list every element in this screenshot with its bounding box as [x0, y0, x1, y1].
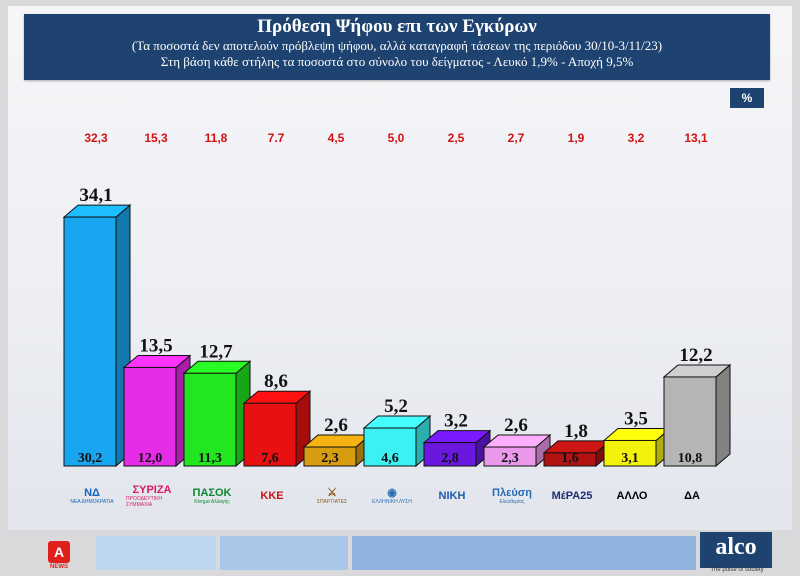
bar-base-label: 2,8: [441, 451, 459, 466]
bar-side: [715, 363, 731, 468]
party-logo-text: ΣΥΡΙΖΑ: [132, 484, 172, 496]
chart-subtitle-base: Στη βάση κάθε στήλης τα ποσοστά στο σύνο…: [160, 54, 634, 69]
previous-value-label: 3,2: [628, 131, 645, 145]
party-logo-text: ΝΙΚΗ: [438, 490, 466, 502]
party-logo-subtext: Ελευθερίας: [499, 499, 525, 505]
party-logo-text: ΝΔ: [84, 487, 100, 499]
party-logo-text: ΜέΡΑ25: [551, 490, 593, 502]
party-logo: Πλεύση Ελευθερίας: [486, 478, 538, 514]
chart-header: Πρόθεση Ψήφου επι των Εγκύρων (Τα ποσοστ…: [24, 14, 770, 80]
bar-base-label: 1,6: [561, 451, 579, 466]
party-logo: ΝΙΚΗ: [426, 478, 478, 514]
party-logo-text: ΚΚΕ: [260, 490, 284, 502]
footer-segment: [96, 536, 216, 570]
party-logo-subtext: ΝΕΑ ΔΗΜΟΚΡΑΤΙΑ: [70, 499, 114, 505]
bar: [603, 439, 657, 467]
previous-value-label: 7.7: [268, 131, 285, 145]
channel-sub: NEWS: [50, 563, 68, 570]
bar: [483, 446, 537, 467]
party-logo-text: ◉: [387, 487, 397, 499]
bar-value-label: 12,7: [199, 341, 233, 362]
bar: [363, 427, 417, 467]
bar-base-label: 3,1: [621, 451, 639, 466]
bar: [123, 366, 177, 467]
party-logo-text: Πλεύση: [492, 487, 532, 499]
party-logo: ΝΔ ΝΕΑ ΔΗΜΟΚΡΑΤΙΑ: [66, 478, 118, 514]
alco-logo: alco: [700, 532, 772, 568]
bar: [543, 452, 597, 467]
bar-value-label: 8,6: [264, 371, 288, 392]
chart-subtitle-period: (Τα ποσοστά δεν αποτελούν πρόβλεψη ψήφου…: [131, 38, 663, 53]
bar-value-label: 3,5: [624, 408, 648, 429]
chart-title: Πρόθεση Ψήφου επι των Εγκύρων: [257, 16, 537, 37]
party-logo: ◉ ΕΛΛΗΝΙΚΗ ΛΥΣΗ: [366, 478, 418, 514]
bar-value-label: 2,6: [324, 415, 348, 436]
party-logo: ΜέΡΑ25: [546, 478, 598, 514]
bar-value-label: 3,2: [444, 411, 468, 432]
party-logo-subtext: ΠΡΟΟΔΕΥΤΙΚΗ ΣΥΜΜΑΧΙΑ: [126, 496, 163, 508]
previous-value-label: 11,8: [205, 131, 228, 145]
party-logo: ΔΑ: [666, 478, 718, 514]
bar-value-label: 2,6: [504, 415, 528, 436]
channel-mark: Α: [48, 540, 70, 563]
unit-badge: %: [730, 88, 764, 108]
bar-base-label: 2,3: [321, 451, 339, 466]
party-logo-subtext: ΣΠΑΡΤΙΑΤΕΣ: [316, 499, 348, 505]
party-logo: ΣΥΡΙΖΑ ΠΡΟΟΔΕΥΤΙΚΗ ΣΥΜΜΑΧΙΑ: [126, 478, 178, 514]
bar: [663, 376, 717, 467]
bar-value-label: 1,8: [564, 421, 588, 442]
party-logo-subtext: Κίνημα Αλλαγής: [194, 499, 230, 505]
previous-value-label: 5,0: [388, 131, 405, 145]
bar-base-label: 4,6: [381, 451, 399, 466]
party-logo-text: ΔΑ: [684, 490, 700, 502]
previous-value-label: 32,3: [84, 131, 108, 145]
footer-bar: [0, 530, 800, 576]
party-logo-text: ΠΑΣΟΚ: [192, 487, 232, 499]
party-logo-subtext: ΕΛΛΗΝΙΚΗ ΛΥΣΗ: [372, 499, 412, 505]
previous-value-label: 4,5: [328, 131, 345, 145]
bar-value-label: 13,5: [139, 335, 172, 356]
party-logo-text: ΑΛΛΟ: [616, 490, 648, 502]
footer-segment: [220, 536, 348, 570]
party-logo-text: ⚔: [327, 487, 337, 499]
bar: [303, 446, 357, 467]
bar-value-label: 5,2: [384, 396, 408, 417]
news-channel-logo: Α NEWS: [32, 538, 86, 572]
bar-value-label: 34,1: [79, 185, 112, 206]
previous-value-label: 15,3: [144, 131, 168, 145]
bar: [183, 372, 237, 467]
bar-base-label: 7,6: [261, 451, 279, 466]
bar-base-label: 2,3: [501, 451, 519, 466]
party-logo: ΠΑΣΟΚ Κίνημα Αλλαγής: [186, 478, 238, 514]
previous-value-label: 13,1: [684, 131, 708, 145]
bar-base-label: 11,3: [198, 451, 222, 466]
footer-segment: [352, 536, 696, 570]
bar-base-label: 30,2: [78, 451, 103, 466]
party-logo: ΑΛΛΟ: [606, 478, 658, 514]
bar-base-label: 12,0: [138, 451, 163, 466]
bar: [243, 402, 297, 467]
previous-value-label: 2,7: [508, 131, 525, 145]
bar: [423, 442, 477, 467]
alco-tagline: The pulse of society: [710, 567, 764, 573]
previous-value-label: 2,5: [448, 131, 465, 145]
bar-base-label: 10,8: [678, 451, 703, 466]
bar-value-label: 12,2: [679, 345, 712, 366]
alco-brand: alco: [715, 534, 757, 560]
bar: [63, 216, 117, 467]
previous-value-label: 1,9: [568, 131, 585, 145]
party-logo: ΚΚΕ: [246, 478, 298, 514]
party-logo: ⚔ ΣΠΑΡΤΙΑΤΕΣ: [306, 478, 358, 514]
